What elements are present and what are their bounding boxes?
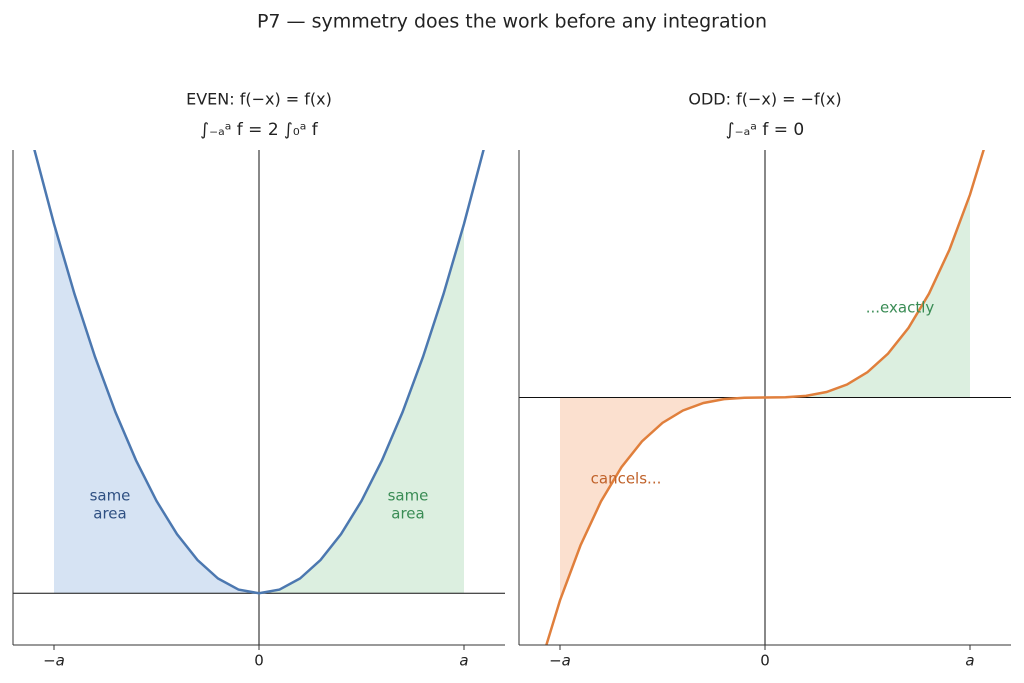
chart-subtitle: ∫₋ₐᵃ f = 0: [726, 120, 804, 140]
x-tick-label: a: [459, 652, 468, 670]
x-tick-label: 0: [254, 652, 264, 670]
curve: [33, 150, 485, 595]
annotation: cancels...: [591, 470, 662, 488]
area-fill: [560, 397, 765, 601]
annotation: area: [391, 505, 424, 523]
annotation: area: [93, 505, 126, 523]
x-tick-label: 0: [760, 652, 770, 670]
plot-area: [519, 150, 1011, 645]
chart-subtitle: ∫₋ₐᵃ f = 2 ∫₀ᵃ f: [200, 120, 319, 140]
annotation: same: [388, 487, 429, 505]
annotation: same: [90, 487, 131, 505]
area-fill: [765, 194, 970, 398]
x-tick-label: −a: [549, 652, 571, 670]
area-fill: [54, 223, 259, 594]
annotation: ...exactly: [866, 299, 935, 317]
area-fill: [259, 223, 464, 594]
x-tick-label: a: [965, 652, 974, 670]
chart-title: EVEN: f(−x) = f(x): [186, 90, 332, 109]
plot-area: [13, 150, 505, 645]
chart-title: ODD: f(−x) = −f(x): [688, 90, 841, 109]
curve: [545, 150, 985, 645]
x-tick-label: −a: [43, 652, 65, 670]
figure-title: P7 — symmetry does the work before any i…: [257, 11, 767, 33]
